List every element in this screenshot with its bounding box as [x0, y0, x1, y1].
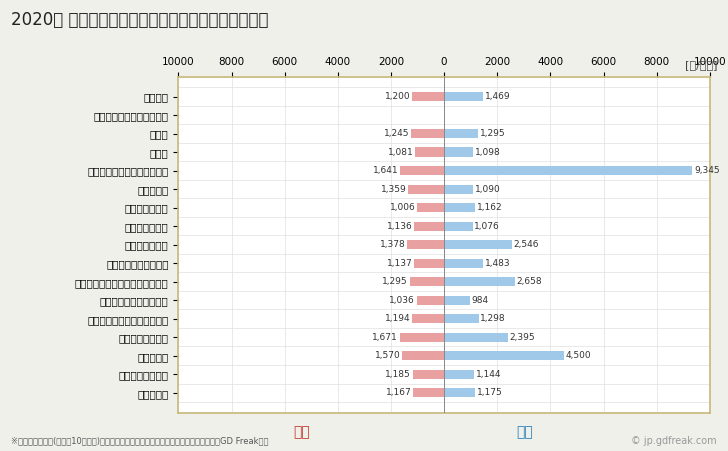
Text: 1,245: 1,245	[384, 129, 409, 138]
Bar	[444, 332, 507, 342]
Text: 男性: 男性	[515, 425, 533, 439]
Text: 1,185: 1,185	[385, 370, 411, 379]
Text: 984: 984	[472, 296, 489, 305]
Text: 1,175: 1,175	[477, 388, 502, 397]
Text: 1,098: 1,098	[475, 147, 501, 156]
Text: 1,483: 1,483	[485, 259, 511, 268]
Text: 1,194: 1,194	[385, 314, 411, 323]
Text: 2,395: 2,395	[510, 333, 535, 342]
Text: 1,162: 1,162	[477, 203, 502, 212]
Bar	[444, 351, 563, 360]
Text: © jp.gdfreak.com: © jp.gdfreak.com	[631, 436, 717, 446]
Bar	[444, 277, 515, 286]
Bar	[444, 147, 473, 157]
Bar	[412, 314, 444, 323]
Text: 1,036: 1,036	[389, 296, 415, 305]
Text: 2,658: 2,658	[516, 277, 542, 286]
Text: 1,295: 1,295	[480, 129, 506, 138]
Bar	[444, 129, 478, 138]
Bar	[411, 129, 444, 138]
Bar	[413, 370, 444, 379]
Bar	[444, 221, 472, 231]
Text: 1,137: 1,137	[387, 259, 412, 268]
Bar	[444, 240, 512, 249]
Bar	[444, 203, 475, 212]
Bar	[414, 258, 444, 268]
Text: 1,298: 1,298	[480, 314, 506, 323]
Text: 1,378: 1,378	[380, 240, 406, 249]
Bar	[416, 295, 444, 305]
Bar	[417, 203, 444, 212]
Text: 1,076: 1,076	[474, 221, 500, 230]
Bar	[444, 295, 470, 305]
Bar	[410, 277, 444, 286]
Text: 女性: 女性	[293, 425, 311, 439]
Text: 1,167: 1,167	[386, 388, 411, 397]
Text: 2020年 宮城県のパートタイマーの男性と女性の時給: 2020年 宮城県のパートタイマーの男性と女性の時給	[11, 11, 269, 29]
Bar	[444, 388, 475, 397]
Bar	[412, 92, 444, 101]
Bar	[408, 240, 444, 249]
Text: 4,500: 4,500	[565, 351, 591, 360]
Text: 1,359: 1,359	[381, 184, 406, 193]
Bar	[408, 184, 444, 194]
Text: ※時給は民間企業(従業者10人以上)の常用雇用者の年間給与総額を実労働時間合計で除しGD Freak推計: ※時給は民間企業(従業者10人以上)の常用雇用者の年間給与総額を実労働時間合計で…	[11, 437, 269, 446]
Bar	[403, 351, 444, 360]
Text: 1,641: 1,641	[373, 166, 399, 175]
Text: 1,090: 1,090	[475, 184, 500, 193]
Bar	[444, 184, 473, 194]
Text: 1,469: 1,469	[485, 92, 510, 101]
Bar	[444, 258, 483, 268]
Text: 1,081: 1,081	[388, 147, 414, 156]
Text: 1,671: 1,671	[372, 333, 398, 342]
Bar	[444, 166, 692, 175]
Bar	[413, 388, 444, 397]
Text: 1,144: 1,144	[476, 370, 502, 379]
Text: 1,570: 1,570	[375, 351, 401, 360]
Text: [円/時間]: [円/時間]	[684, 60, 717, 70]
Bar	[400, 166, 444, 175]
Bar	[400, 332, 444, 342]
Bar	[416, 147, 444, 157]
Text: 9,345: 9,345	[694, 166, 719, 175]
Text: 2,546: 2,546	[513, 240, 539, 249]
Bar	[444, 314, 478, 323]
Text: 1,200: 1,200	[385, 92, 411, 101]
Text: 1,295: 1,295	[382, 277, 408, 286]
Bar	[444, 370, 475, 379]
Bar	[414, 221, 444, 231]
Text: 1,006: 1,006	[390, 203, 416, 212]
Bar	[444, 92, 483, 101]
Text: 1,136: 1,136	[387, 221, 412, 230]
